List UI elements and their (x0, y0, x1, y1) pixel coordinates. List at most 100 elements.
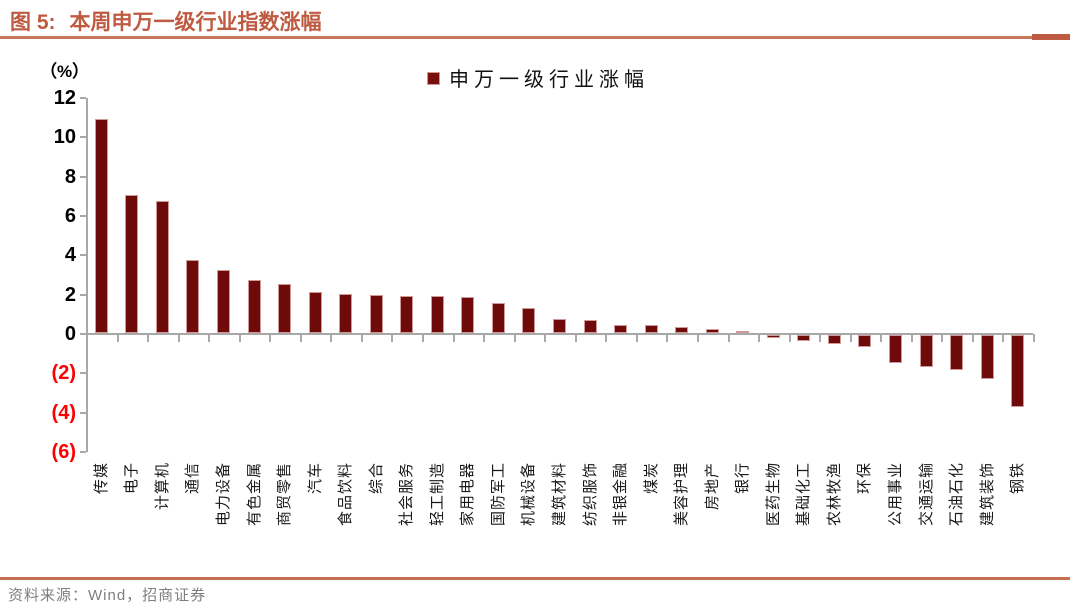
x-boundary-tick (605, 334, 608, 342)
y-tick-label-6: 6 (64, 204, 76, 227)
figure-header: 图 5: 本周申万一级行业指数涨幅 (10, 6, 322, 36)
x-boundary-tick (177, 334, 180, 342)
y-tick-label-4: 4 (64, 244, 76, 267)
x-label-公用事业: 公用事业 (887, 462, 905, 527)
x-axis-line (86, 333, 1033, 335)
bar-房地产 (705, 329, 719, 333)
x-boundary-tick (483, 334, 486, 342)
bar-综合 (369, 294, 383, 333)
x-boundary-tick (635, 334, 638, 342)
bar-美容护理 (675, 327, 689, 333)
x-label-建筑装饰: 建筑装饰 (978, 462, 996, 527)
bar-传媒 (94, 118, 108, 333)
x-label-国防军工: 国防军工 (489, 462, 507, 527)
title-divider-end (1032, 34, 1070, 40)
figure-number: 图 5: (10, 11, 56, 34)
x-label-汽车: 汽车 (306, 462, 324, 495)
y-tick-4 (80, 254, 86, 257)
x-label-石油石化: 石油石化 (948, 462, 966, 527)
x-boundary-tick (788, 334, 791, 342)
bar-家用电器 (461, 296, 475, 333)
bar-煤炭 (644, 325, 658, 333)
x-label-电力设备: 电力设备 (214, 462, 232, 527)
y-tick-8 (80, 175, 86, 178)
bar-电力设备 (216, 270, 230, 333)
y-axis-line (86, 98, 88, 453)
y-tick-12 (80, 96, 86, 99)
x-boundary-tick (880, 334, 883, 342)
x-boundary-tick (758, 334, 761, 342)
x-label-社会服务: 社会服务 (398, 462, 416, 527)
x-label-综合: 综合 (367, 462, 385, 495)
x-label-银行: 银行 (734, 462, 752, 495)
x-boundary-tick (1002, 334, 1005, 342)
x-boundary-tick (391, 334, 394, 342)
x-label-美容护理: 美容护理 (673, 462, 691, 527)
x-label-通信: 通信 (184, 462, 202, 495)
bar-有色金属 (247, 279, 261, 333)
bar-基础化工 (797, 335, 811, 341)
x-label-煤炭: 煤炭 (642, 462, 660, 495)
x-boundary-tick (574, 334, 577, 342)
source-note: 资料来源：Wind，招商证券 (8, 587, 207, 604)
x-boundary-tick (819, 334, 822, 342)
x-boundary-tick (1033, 334, 1035, 342)
bar-电子 (125, 195, 139, 333)
y-tick-(4) (80, 411, 86, 414)
x-boundary-tick (696, 334, 699, 342)
x-boundary-tick (360, 334, 363, 342)
x-boundary-tick (910, 334, 913, 342)
x-label-电子: 电子 (123, 462, 141, 495)
y-tick-label-0: 0 (64, 323, 76, 345)
x-boundary-tick (116, 334, 119, 342)
y-tick-2 (80, 293, 86, 296)
y-tick-(2) (80, 372, 86, 375)
bar-社会服务 (400, 295, 414, 333)
x-boundary-tick (452, 334, 455, 342)
bar-计算机 (155, 201, 169, 333)
bar-环保 (858, 335, 872, 347)
bar-汽车 (308, 291, 322, 333)
bar-农林牧渔 (827, 335, 841, 344)
bar-纺织服饰 (583, 320, 597, 333)
bar-非银金融 (614, 325, 628, 333)
y-tick-label-2: 2 (64, 283, 76, 306)
bar-公用事业 (889, 335, 903, 363)
y-tick-label-8: 8 (64, 165, 76, 188)
x-label-机械设备: 机械设备 (520, 462, 538, 527)
x-boundary-tick (147, 334, 150, 342)
x-boundary-tick (208, 334, 211, 342)
bar-交通运输 (919, 335, 933, 368)
bar-医药生物 (766, 335, 780, 338)
x-label-纺织服饰: 纺织服饰 (581, 462, 599, 527)
footer-divider (0, 577, 1070, 580)
x-label-传媒: 传媒 (92, 462, 110, 495)
x-boundary-tick (971, 334, 974, 342)
x-boundary-tick (849, 334, 852, 342)
x-label-轻工制造: 轻工制造 (428, 462, 446, 527)
x-label-建筑材料: 建筑材料 (551, 462, 568, 527)
y-tick-0 (80, 333, 86, 335)
x-boundary-tick (727, 334, 730, 342)
x-boundary-tick (941, 334, 944, 342)
x-label-计算机: 计算机 (153, 462, 171, 511)
y-tick-label-(2): (2) (51, 362, 76, 385)
bar-国防军工 (491, 303, 505, 333)
y-axis-unit-label: （%） (40, 62, 90, 81)
x-boundary-tick (269, 334, 272, 342)
y-tick-label-(4): (4) (51, 401, 76, 424)
x-boundary-tick (513, 334, 516, 342)
x-label-家用电器: 家用电器 (459, 462, 477, 527)
y-tick-label-(6): (6) (51, 441, 76, 464)
legend-swatch-icon (427, 72, 440, 85)
bar-建筑材料 (553, 319, 566, 333)
x-label-房地产: 房地产 (703, 462, 721, 511)
legend-label: 申万一级行业涨幅 (449, 69, 649, 91)
x-label-交通运输: 交通运输 (917, 462, 935, 527)
x-label-食品饮料: 食品饮料 (337, 462, 355, 527)
bar-石油石化 (950, 335, 964, 371)
x-boundary-tick (422, 334, 425, 342)
x-label-商贸零售: 商贸零售 (276, 462, 294, 527)
bar-钢铁 (1011, 335, 1025, 407)
